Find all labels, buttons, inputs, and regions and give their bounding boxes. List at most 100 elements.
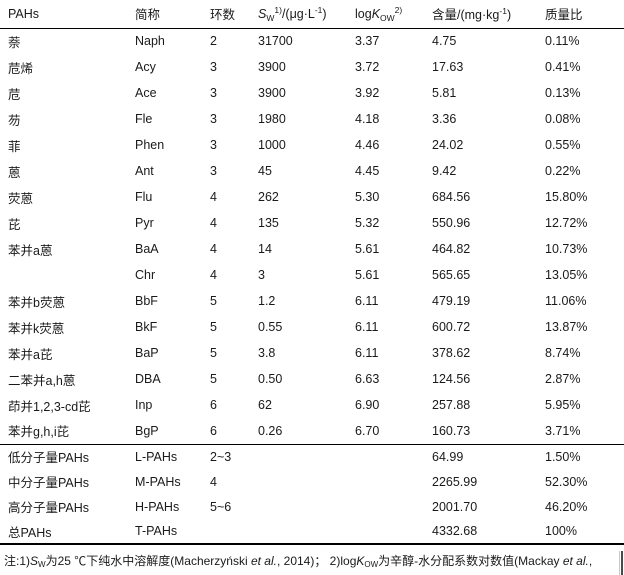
pah-name: 苯并k荧蒽	[8, 321, 65, 336]
pah-content: 2001.70	[432, 499, 478, 514]
sw-symbol: S	[258, 6, 267, 21]
pah-abbr: DBA	[135, 372, 161, 386]
pah-logkow: 4.18	[355, 112, 380, 126]
kow-symbol: K	[371, 6, 381, 21]
table-row: 苊烯 Acy 3 3900 3.72 17.63 0.41%	[0, 54, 624, 80]
table-row: 苯并k荧蒽 BkF 5 0.55 6.11 600.72 13.87%	[0, 314, 624, 340]
pah-logkow: 6.90	[355, 398, 380, 412]
pah-sw: 31700	[258, 34, 293, 49]
pah-ratio: 13.05%	[545, 268, 588, 282]
pah-name: 苯并b荧蒽	[8, 295, 65, 310]
pah-abbr: Naph	[135, 34, 165, 49]
pah-logkow: 4.45	[355, 164, 380, 178]
pah-name: 荧蒽	[8, 191, 34, 206]
header-row: PAHs 简称 环数 SW1)/(μg·L-1) logKOW2) 含量/(mg…	[0, 0, 624, 29]
pah-rings: 5	[210, 346, 217, 360]
pah-rings: 4	[210, 216, 217, 230]
table-footnote: 注:1)SW为25 ℃下纯水中溶解度(Macherzyński et al., …	[0, 545, 624, 569]
pahs-table: PAHs 简称 环数 SW1)/(μg·L-1) logKOW2) 含量/(mg…	[0, 0, 624, 545]
pah-rings: 3	[210, 112, 217, 126]
pah-content: 684.56	[432, 190, 471, 204]
pah-sw: 0.50	[258, 372, 283, 386]
pah-logkow: 6.11	[355, 320, 379, 334]
pah-logkow: 6.70	[355, 423, 380, 438]
pah-abbr: BaA	[135, 242, 159, 256]
pah-sw: 3900	[258, 86, 286, 100]
content-unit-close: )	[506, 8, 512, 23]
pah-abbr: Flu	[135, 190, 153, 204]
sw-subscript: W	[266, 12, 275, 23]
col-header-rings: 环数	[202, 0, 250, 29]
pah-abbr: Pyr	[135, 216, 154, 230]
pah-name: 二苯并a,h蒽	[8, 373, 76, 388]
pah-content: 464.82	[432, 242, 471, 256]
pah-rings: 4	[210, 474, 217, 489]
pah-ratio: 13.87%	[545, 320, 588, 334]
pah-name: 蒽	[8, 165, 21, 180]
table-row: 荧蒽 Flu 4 262 5.30 684.56 15.80%	[0, 184, 624, 210]
pah-sw	[250, 443, 347, 469]
pah-ratio: 0.13%	[545, 86, 581, 100]
pah-content: 550.96	[432, 216, 471, 230]
kow-note-marker: 2)	[394, 4, 403, 15]
pah-ratio: 0.22%	[545, 164, 581, 178]
pah-logkow: 6.63	[355, 372, 380, 386]
pah-name: 菲	[8, 139, 21, 154]
pah-sw: 262	[258, 190, 279, 204]
table-row: 萘 Naph 2 31700 3.37 4.75 0.11%	[0, 28, 624, 54]
table-row: 芴 Fle 3 1980 4.18 3.36 0.08%	[0, 106, 624, 132]
pah-sw: 135	[258, 216, 279, 230]
table-row: 茚并1,2,3-cd芘 Inp 6 62 6.90 257.88 5.95%	[0, 392, 624, 418]
pah-abbr: Ant	[135, 164, 154, 178]
pah-logkow: 4.46	[355, 138, 380, 152]
pah-rings: 4	[210, 268, 217, 282]
pah-logkow	[347, 494, 424, 519]
pah-abbr: BkF	[135, 320, 158, 334]
col-header-abbr: 简称	[127, 0, 202, 29]
sw-note-marker: 1)	[274, 4, 282, 15]
col-header-content: 含量/(mg·kg-1)	[424, 0, 537, 29]
pah-name: 低分子量PAHs	[0, 443, 127, 469]
col-header-ratio: 质量比	[537, 0, 624, 29]
pah-content: 3.36	[432, 112, 457, 126]
pah-rings: 3	[210, 60, 217, 74]
table-row: 总PAHs T-PAHs 4332.68 100%	[0, 519, 624, 544]
table-row: 苯并a蒽 BaA 4 14 5.61 464.82 10.73%	[0, 236, 624, 262]
pah-content: 4.75	[432, 34, 457, 49]
pah-sw	[250, 494, 347, 519]
pah-content: 160.73	[432, 423, 471, 438]
pah-ratio: 0.11%	[545, 34, 580, 49]
pah-abbr: BgP	[135, 423, 159, 438]
pah-rings: 3	[210, 138, 217, 152]
table-row: Chr 4 3 5.61 565.65 13.05%	[0, 262, 624, 288]
pah-ratio: 15.80%	[545, 190, 588, 204]
pah-rings: 5~6	[210, 499, 232, 514]
pah-sw: 1000	[258, 138, 286, 152]
note-seg2: , 2014)； 2)log	[276, 554, 357, 568]
note-sw-symbol: S	[30, 554, 39, 568]
pah-abbr: Chr	[135, 268, 156, 282]
content-unit-exponent: -1	[499, 6, 507, 17]
pah-name: 苊烯	[8, 61, 34, 76]
pah-abbr: H-PAHs	[135, 499, 180, 514]
pah-logkow: 3.92	[355, 86, 380, 100]
pah-name	[0, 262, 127, 288]
summary-rows: 低分子量PAHs L-PAHs 2~3 64.99 1.50% 中分子量PAHs…	[0, 443, 624, 544]
col-header-pahs: PAHs	[0, 0, 127, 29]
pah-ratio: 3.71%	[545, 423, 581, 438]
pah-name: 芘	[8, 217, 21, 232]
pah-abbr: Acy	[135, 60, 156, 74]
table-row: 高分子量PAHs H-PAHs 5~6 2001.70 46.20%	[0, 494, 624, 519]
pah-ratio: 5.95%	[545, 398, 581, 412]
pah-content: 2265.99	[432, 474, 478, 489]
pah-content: 124.56	[432, 372, 471, 386]
pah-content: 24.02	[432, 138, 464, 152]
pah-name: 中分子量PAHs	[8, 476, 90, 490]
pah-content: 378.62	[432, 346, 471, 360]
pah-abbr: BaP	[135, 346, 159, 360]
note-etal-2: et al.	[562, 554, 589, 568]
pah-sw: 1.2	[258, 294, 276, 308]
table-row: 苯并a芘 BaP 5 3.8 6.11 378.62 8.74%	[0, 340, 624, 366]
pah-ratio: 46.20%	[545, 499, 588, 514]
table-row: 二苯并a,h蒽 DBA 5 0.50 6.63 124.56 2.87%	[0, 366, 624, 392]
